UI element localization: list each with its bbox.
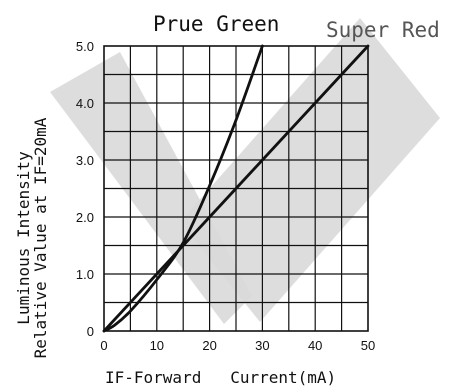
series-line-green [102, 44, 264, 333]
y-tick-label: 1.0 [76, 267, 94, 282]
y-tick-label: 4.0 [76, 96, 94, 111]
y-tick-label: 0 [87, 324, 94, 339]
y-tick-label: 2.0 [76, 210, 94, 225]
series-curves [102, 44, 370, 333]
y-axis-label-line1: Luminous Intensity [14, 151, 33, 325]
y-tick-label: 3.0 [76, 153, 94, 168]
x-tick-label: 0 [100, 338, 107, 353]
y-axis-label-line2: Relative Value at IF=20mA [31, 117, 50, 358]
y-tick-label: 5.0 [76, 39, 94, 54]
x-tick-label: 50 [361, 338, 375, 353]
series-line-red [102, 44, 370, 333]
x-tick-label: 20 [202, 338, 216, 353]
x-tick-label: 10 [150, 338, 164, 353]
x-tick-label: 40 [308, 338, 322, 353]
plot-frame [103, 45, 369, 332]
x-tick-labels: 0 10 20 30 40 50 [100, 338, 375, 353]
watermark-diagonal-bars [50, 18, 440, 324]
y-tick-labels: 0 1.0 2.0 3.0 4.0 5.0 [76, 39, 94, 339]
series-label-red: Super Red [326, 18, 440, 42]
x-axis-label: IF-Forward Current(mA) [105, 368, 336, 387]
x-tick-label: 30 [255, 338, 269, 353]
grid-lines [104, 46, 368, 331]
series-label-green: Prue Green [153, 12, 279, 36]
